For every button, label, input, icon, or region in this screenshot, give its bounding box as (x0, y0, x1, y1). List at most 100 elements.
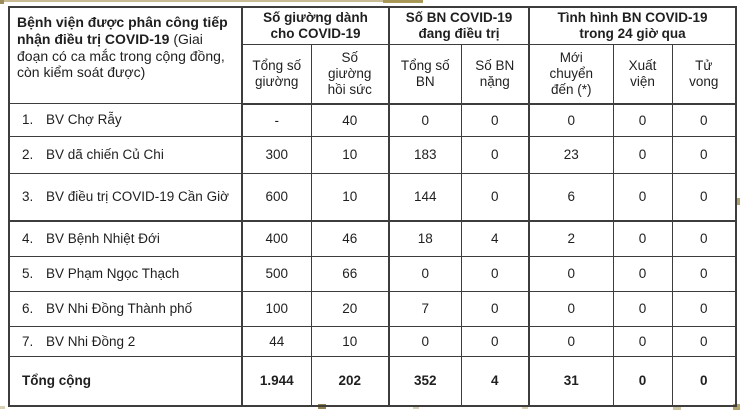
subheader-total-patients: Tổng số BN (388, 44, 462, 105)
subheader-icu-beds: Số giường hồi sức (310, 44, 390, 105)
hospital-name: 5. BV Phạm Ngọc Thạch (8, 256, 243, 293)
total-icu-beds: 202 (310, 356, 390, 407)
selection-handle-bottom-right[interactable] (733, 404, 740, 410)
total-new-transfers: 31 (528, 356, 614, 407)
cell-deaths: 0 (671, 326, 737, 358)
row-number: 3. (22, 189, 34, 205)
total-discharged: 0 (612, 356, 673, 407)
cell-total-patients: 0 (388, 103, 462, 138)
total-severe-patients: 4 (460, 356, 530, 407)
cell-total-beds: 500 (241, 256, 312, 293)
cell-total-beds: 100 (241, 291, 312, 328)
table-row-cu-chi: 2. BV dã chiến Củ Chi 300 10 183 0 23 0 0 (8, 136, 737, 175)
hospital-label: BV Bệnh Nhiệt Đới (46, 231, 160, 247)
cell-total-beds: - (241, 103, 312, 138)
header-hospital-title: Bệnh viện được phân công tiếp nhận điều … (17, 14, 228, 47)
group-header-24h: Tình hình BN COVID-19 trong 24 giờ qua (527, 6, 737, 46)
selection-dash-bottom-4 (673, 407, 681, 410)
header-hospital-column: Bệnh viện được phân công tiếp nhận điều … (8, 6, 243, 105)
cell-icu-beds: 10 (310, 326, 390, 358)
cell-icu-beds: 20 (310, 291, 390, 328)
cell-deaths: 0 (671, 103, 737, 138)
cell-discharged: 0 (612, 136, 673, 175)
cell-total-patients: 0 (388, 326, 462, 358)
hospital-label: BV điều trị COVID-19 Cần Giờ (46, 189, 229, 205)
cell-new-transfers: 0 (528, 326, 614, 358)
cell-total-beds: 44 (241, 326, 312, 358)
table-row-can-gio: 3. BV điều trị COVID-19 Cần Giờ 600 10 14… (8, 173, 737, 222)
selection-handle-right-middle[interactable] (735, 198, 740, 205)
subheader-severe-patients: Số BN nặng (460, 44, 530, 105)
total-label: Tổng cộng (8, 356, 243, 407)
selection-border-top-segment (383, 0, 423, 3)
hospital-name: 7. BV Nhi Đồng 2 (8, 326, 243, 358)
cell-severe-patients: 0 (460, 136, 530, 175)
subheader-new-transfers: Mới chuyển đến (*) (528, 44, 614, 105)
table-row-nhi-dong-2: 7. BV Nhi Đồng 2 44 10 0 0 0 0 0 (8, 326, 737, 358)
table-row-nhi-dong-tp: 6. BV Nhi Đồng Thành phố 100 20 7 0 0 0 0 (8, 291, 737, 328)
cell-total-beds: 300 (241, 136, 312, 175)
cell-icu-beds: 46 (310, 220, 390, 258)
cell-deaths: 0 (671, 256, 737, 293)
subheader-deaths: Tử vong (671, 44, 737, 105)
covid-hospital-table[interactable]: Bệnh viện được phân công tiếp nhận điều … (8, 6, 738, 407)
cell-deaths: 0 (671, 136, 737, 175)
cell-icu-beds: 10 (310, 136, 390, 175)
row-number: 6. (22, 301, 34, 317)
table-row-nhiet-doi: 4. BV Bệnh Nhiệt Đới 400 46 18 4 2 0 0 (8, 220, 737, 258)
cell-total-patients: 7 (388, 291, 462, 328)
cell-discharged: 0 (612, 291, 673, 328)
cell-new-transfers: 0 (528, 256, 614, 293)
cell-severe-patients: 0 (460, 291, 530, 328)
cell-discharged: 0 (612, 173, 673, 222)
cell-new-transfers: 0 (528, 291, 614, 328)
cell-total-beds: 400 (241, 220, 312, 258)
cell-total-patients: 144 (388, 173, 462, 222)
cell-deaths: 0 (671, 291, 737, 328)
cell-severe-patients: 4 (460, 220, 530, 258)
subheader-discharged: Xuất viện (612, 44, 673, 105)
row-number: 2. (22, 147, 34, 163)
selection-handle-top-left[interactable] (0, 0, 4, 4)
cell-total-beds: 600 (241, 173, 312, 222)
cell-discharged: 0 (612, 103, 673, 138)
cell-icu-beds: 40 (310, 103, 390, 138)
cell-deaths: 0 (671, 173, 737, 222)
hospital-name: 6. BV Nhi Đồng Thành phố (8, 291, 243, 328)
row-number: 1. (22, 112, 34, 128)
cell-severe-patients: 0 (460, 256, 530, 293)
cell-new-transfers: 0 (528, 103, 614, 138)
cell-new-transfers: 6 (528, 173, 614, 222)
hospital-name: 1. BV Chợ Rẫy (8, 103, 243, 138)
cell-severe-patients: 0 (460, 173, 530, 222)
selection-border-top (0, 0, 423, 2)
group-header-patients: Số BN COVID-19 đang điều trị (388, 6, 530, 46)
cell-total-patients: 0 (388, 256, 462, 293)
hospital-label: BV Phạm Ngọc Thạch (46, 266, 180, 282)
hospital-name: 4. BV Bệnh Nhiệt Đới (8, 220, 243, 258)
cell-total-patients: 18 (388, 220, 462, 258)
cell-icu-beds: 66 (310, 256, 390, 293)
cell-new-transfers: 2 (528, 220, 614, 258)
group-header-beds: Số giường dành cho COVID-19 (241, 6, 390, 46)
hospital-label: BV Nhi Đồng Thành phố (46, 301, 193, 317)
selection-dash-bottom-3 (522, 406, 528, 409)
cell-new-transfers: 23 (528, 136, 614, 175)
total-total-beds: 1.944 (241, 356, 312, 407)
table-row-cho-ray: 1. BV Chợ Rẫy - 40 0 0 0 0 0 (8, 103, 737, 138)
total-deaths: 0 (671, 356, 737, 407)
selection-dash-bottom-1 (0, 406, 5, 409)
hospital-name: 2. BV dã chiến Củ Chi (8, 136, 243, 175)
subheader-total-beds: Tổng số giường (241, 44, 312, 105)
cell-discharged: 0 (612, 256, 673, 293)
row-number: 5. (22, 266, 34, 282)
cell-deaths: 0 (671, 220, 737, 258)
row-number: 7. (22, 333, 34, 349)
table-row-pham-ngoc-thach: 5. BV Phạm Ngọc Thạch 500 66 0 0 0 0 0 (8, 256, 737, 293)
total-total-patients: 352 (388, 356, 462, 407)
cell-total-patients: 183 (388, 136, 462, 175)
cell-icu-beds: 10 (310, 173, 390, 222)
row-number: 4. (22, 231, 34, 247)
cell-discharged: 0 (612, 220, 673, 258)
